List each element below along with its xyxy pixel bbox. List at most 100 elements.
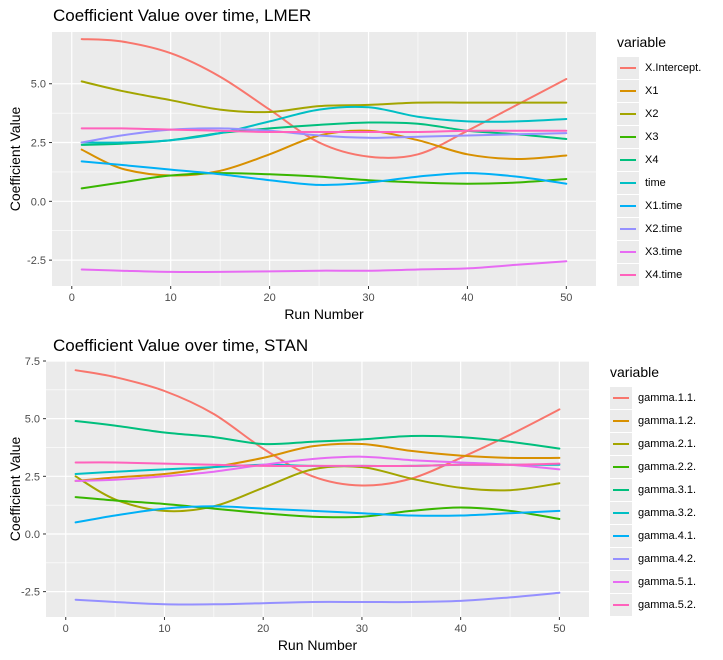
legend-swatch — [620, 204, 636, 207]
y-tick-label: 0.0 — [25, 529, 40, 541]
legend-swatch — [613, 488, 629, 491]
legend-swatch — [620, 112, 636, 115]
x-tick-label: 50 — [560, 292, 572, 304]
y-tick-label: 5.0 — [25, 414, 40, 426]
chart-title: Coefficient Value over time, LMER — [53, 6, 312, 25]
series-line-gamma-1-2 — [74, 442, 561, 482]
legend-item: X3.time — [617, 240, 701, 263]
x-tick-label: 10 — [158, 623, 170, 635]
legend-key — [617, 263, 639, 286]
legend-key — [617, 56, 639, 79]
legend-swatch — [620, 181, 636, 184]
legend-item: gamma.5.1. — [610, 570, 696, 593]
legend-key — [617, 194, 639, 217]
legend-label: gamma.4.2. — [638, 552, 697, 565]
legend-key — [610, 570, 632, 593]
legend-label: gamma.1.1. — [638, 391, 697, 404]
legend-swatch — [613, 465, 629, 468]
legend-swatch — [620, 250, 636, 253]
series-line-x2-time — [80, 127, 568, 144]
legend-label: gamma.1.2. — [638, 414, 697, 427]
x-axis-title: Run Number — [278, 637, 358, 653]
legend-key — [610, 455, 632, 478]
legend-item: X3 — [617, 125, 701, 148]
legend-label: X1.time — [645, 199, 683, 212]
legend-item: gamma.5.2. — [610, 593, 696, 616]
legend-key — [610, 478, 632, 501]
legend-swatch — [620, 158, 636, 161]
x-tick-label: 40 — [461, 292, 473, 304]
legend-swatch — [613, 419, 629, 422]
legend-swatch — [613, 442, 629, 445]
legend-label: X.Intercept. — [645, 61, 702, 74]
series-line-gamma-2-2 — [74, 496, 561, 520]
x-tick-label: 30 — [356, 623, 368, 635]
legend-key — [610, 524, 632, 547]
legend-title: variable — [617, 34, 667, 50]
legend-item: X.Intercept. — [617, 56, 701, 79]
lmer-chart: Coefficient Value over time, LMER 0 10 20 3… — [7, 6, 701, 322]
y-axis-title: Coefficient Value — [7, 437, 23, 542]
legend-swatch — [613, 580, 629, 583]
legend-item: gamma.4.1. — [610, 524, 696, 547]
legend-swatch — [613, 557, 629, 560]
series-line-x-intercept — [80, 38, 568, 159]
legend-swatch — [620, 227, 636, 230]
legend-key — [610, 409, 632, 432]
legend-key — [617, 125, 639, 148]
x-tick-label: 50 — [553, 623, 565, 635]
legend-key — [610, 593, 632, 616]
series-line-x2 — [80, 80, 568, 114]
legend-key — [610, 432, 632, 455]
legend-swatch — [613, 396, 629, 399]
x-tick-label: 10 — [165, 292, 177, 304]
legend-swatch — [613, 603, 629, 606]
legend-item: time — [617, 171, 701, 194]
legend-label: gamma.5.1. — [638, 575, 697, 588]
legend-key — [617, 171, 639, 194]
y-tick-label: 7.5 — [25, 356, 40, 368]
legend-key — [617, 240, 639, 263]
chart-title: Coefficient Value over time, STAN — [53, 336, 309, 355]
series-line-gamma-5-1 — [74, 455, 561, 482]
legend-key — [617, 217, 639, 240]
x-axis-title: Run Number — [284, 306, 364, 322]
series-line-gamma-4-2 — [74, 591, 561, 606]
series-line-gamma-5-2 — [74, 461, 561, 467]
legend-item: X1.time — [617, 194, 701, 217]
legend-label: X4 — [645, 153, 659, 166]
y-axis-title: Coefficient Value — [7, 107, 23, 212]
series-line-x4-time — [80, 127, 568, 134]
stan-legend: variable gamma.1.1. gamma.1.2. gamma.2.1. g… — [610, 364, 696, 616]
series-line-time — [80, 105, 568, 144]
y-tick-label: 5.0 — [31, 79, 46, 91]
legend-label: gamma.3.1. — [638, 483, 697, 496]
legend-item: X4 — [617, 148, 701, 171]
legend-item: X2.time — [617, 217, 701, 240]
legend-label: gamma.5.2. — [638, 598, 697, 611]
legend-item: X1 — [617, 79, 701, 102]
legend-label: X3 — [645, 130, 659, 143]
legend-label: gamma.3.2. — [638, 506, 697, 519]
legend-label: X1 — [645, 84, 659, 97]
legend-key — [610, 501, 632, 524]
legend-item: gamma.2.1. — [610, 432, 696, 455]
legend-item: gamma.3.1. — [610, 478, 696, 501]
legend-item: X4.time — [617, 263, 701, 286]
series-line-x1-time — [80, 160, 568, 186]
legend-swatch — [620, 273, 636, 276]
y-tick-label: 2.5 — [25, 471, 40, 483]
legend-item: gamma.4.2. — [610, 547, 696, 570]
legend-swatch — [620, 135, 636, 138]
x-tick-label: 0 — [63, 623, 69, 635]
series-line-gamma-3-1 — [74, 420, 561, 450]
legend-key — [610, 547, 632, 570]
legend-swatch — [613, 511, 629, 514]
legend-label: time — [645, 176, 666, 189]
legend-item: gamma.3.2. — [610, 501, 696, 524]
legend-label: gamma.4.1. — [638, 529, 697, 542]
stan-chart: Coefficient Value over time, STAN 0 10 20 3… — [0, 330, 723, 660]
lmer-legend: variable X.Intercept. X1 X2 X3 X4 time X1.time… — [617, 34, 701, 286]
x-tick-label: 20 — [263, 292, 275, 304]
plot-panel — [46, 361, 589, 617]
